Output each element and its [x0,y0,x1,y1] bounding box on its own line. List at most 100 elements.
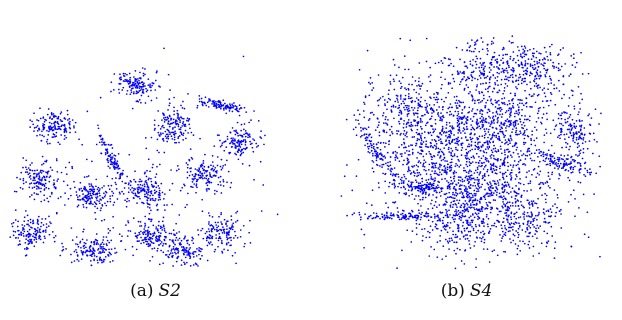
data-point-cluster-2 [548,75,551,78]
data-point-cluster-5 [511,99,513,102]
data-point-cluster-9 [154,176,157,179]
data-point-cluster-3 [162,137,164,140]
data-point-cluster-5 [485,117,487,120]
data-point-cluster-7 [370,136,373,139]
data-point-cluster-3 [168,104,171,107]
data-point-cluster-5 [494,115,497,117]
data-point-cluster-7 [28,176,31,178]
data-point-cluster-8 [405,177,407,180]
data-point-cluster-14 [514,201,517,204]
data-point-cluster-2 [39,117,42,120]
data-point-cluster-14 [184,235,186,238]
data-point-cluster-15 [495,225,498,228]
data-point-cluster-4 [504,134,507,137]
data-point-noise [85,158,88,161]
data-point-cluster-14 [554,241,557,243]
data-point-cluster-10 [216,164,219,167]
data-point-cluster-1 [136,85,139,88]
data-point-cluster-15 [215,234,217,236]
data-point-cluster-13 [445,255,447,258]
data-point-cluster-9 [484,164,487,167]
data-point-cluster-13 [174,239,177,242]
data-point-cluster-7 [37,181,39,184]
data-point-cluster-14 [514,221,517,224]
caption-a-tag: (a) [130,281,154,301]
data-point-cluster-14 [505,212,508,214]
data-point-cluster-14 [502,206,504,209]
data-point-cluster-1 [440,76,442,79]
data-point-cluster-2 [538,61,540,64]
data-point-cluster-10 [186,166,189,169]
data-point-cluster-8 [450,179,453,182]
data-point-cluster-8 [106,200,109,203]
data-point-cluster-8 [450,151,452,154]
data-point-cluster-3 [165,119,167,121]
data-point-cluster-6 [95,143,98,146]
data-point-cluster-12 [412,216,414,219]
data-point-cluster-7 [419,218,422,221]
data-point-cluster-8 [96,188,99,191]
data-point-cluster-7 [388,181,391,184]
data-point-cluster-9 [459,179,462,182]
data-point-cluster-11 [426,181,429,184]
data-point-cluster-12 [384,217,386,220]
data-point-cluster-6 [106,148,109,151]
data-point-cluster-9 [138,180,141,183]
data-point-cluster-8 [88,183,91,185]
data-point-cluster-5 [495,128,498,130]
data-point-cluster-12 [97,261,99,264]
data-point-cluster-1 [142,84,145,86]
data-point-cluster-11 [48,233,51,236]
data-point-cluster-3 [156,138,159,141]
data-point-cluster-13 [132,217,135,219]
data-point-cluster-7 [36,188,38,190]
data-point-cluster-5 [536,112,539,115]
data-point-cluster-4 [416,137,419,140]
data-point-cluster-6 [118,167,121,170]
data-point-cluster-3 [170,135,173,138]
data-point-cluster-13 [415,227,418,229]
data-point-cluster-3 [175,119,177,121]
data-point-cluster-11 [42,229,45,232]
data-point-cluster-8 [411,165,413,168]
data-point-cluster-2 [46,129,48,132]
data-point-cluster-13 [467,210,470,213]
data-point-noise [460,154,463,156]
data-point-cluster-12 [110,239,113,242]
data-point-cluster-5 [529,105,531,108]
data-point-cluster-9 [544,160,546,163]
data-point-cluster-3 [163,121,166,123]
data-point-cluster-10 [208,172,211,174]
data-point-cluster-7 [35,175,38,178]
data-point-cluster-3 [404,87,406,89]
data-point-cluster-13 [424,193,427,195]
data-point-cluster-1 [469,60,472,63]
data-point-cluster-9 [475,152,478,155]
data-point-noise [587,236,590,239]
data-point-cluster-2 [532,68,535,71]
data-point-cluster-9 [156,209,159,211]
data-point-cluster-2 [503,69,506,72]
data-point-cluster-1 [146,89,149,92]
data-point-cluster-14 [176,256,179,258]
data-point-cluster-10 [190,185,192,188]
data-point-cluster-5 [242,140,245,143]
data-point-cluster-10 [210,168,213,171]
data-point-cluster-1 [498,54,501,57]
data-point-cluster-10 [558,164,561,167]
data-point-cluster-10 [545,163,548,166]
data-point-cluster-3 [377,124,380,126]
data-point-cluster-15 [468,185,470,188]
data-point-cluster-9 [482,168,485,170]
data-point-cluster-5 [481,115,483,118]
data-point-cluster-7 [45,171,47,174]
data-point-cluster-8 [75,194,78,196]
data-point-cluster-12 [110,253,112,256]
data-point-cluster-15 [453,180,456,182]
data-point-cluster-11 [34,233,37,236]
data-point-cluster-11 [17,220,19,223]
data-point-cluster-3 [153,119,156,122]
data-point-cluster-1 [496,71,499,74]
data-point-cluster-1 [118,83,121,85]
data-point-cluster-6 [566,143,569,145]
